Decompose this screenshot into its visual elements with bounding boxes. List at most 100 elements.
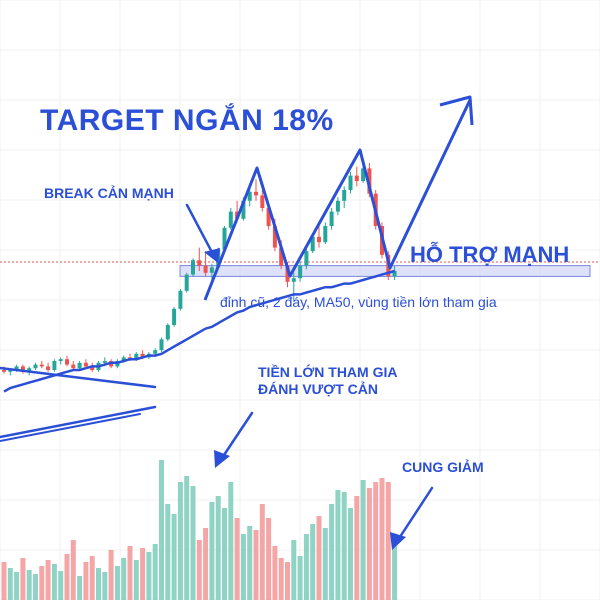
candle-body (83, 362, 88, 367)
candle-body (241, 200, 246, 219)
volume-bar (14, 572, 20, 600)
volume-bar (203, 528, 209, 600)
volume-bar (259, 504, 265, 600)
volume-bar (159, 460, 164, 600)
candle-body (20, 366, 25, 372)
candle-body (58, 359, 63, 361)
candle-body (52, 361, 57, 370)
support-reason-label: đỉnh cũ, 2 đáy, MA50, vùng tiền lớn tham… (220, 294, 497, 310)
volume-bar (133, 560, 139, 600)
candle-body (279, 247, 284, 266)
volume-bar (348, 508, 353, 600)
candle-body (247, 191, 252, 201)
candle-body (65, 359, 69, 365)
volume-bar (121, 558, 127, 600)
annotation-drawings (0, 95, 474, 550)
volume-bar (96, 568, 101, 600)
volume-bar (285, 562, 290, 600)
candle-body (354, 175, 359, 181)
volume-bar (234, 518, 240, 600)
volume-bar (102, 572, 108, 600)
volume-bar (335, 490, 341, 600)
candle-body (335, 200, 340, 212)
candle-body (342, 190, 347, 201)
candle-body (310, 236, 315, 252)
target-arrow-head (439, 95, 474, 126)
volume-bar (190, 486, 196, 600)
volume-bar (152, 544, 158, 600)
candle-body (14, 366, 19, 370)
candle-body (209, 267, 214, 273)
volume-bar (209, 502, 215, 600)
volume-bar (354, 496, 360, 600)
volume-bar (385, 482, 391, 600)
volume-bar (272, 546, 278, 600)
volume-bar (310, 524, 316, 600)
volume-bar (127, 546, 133, 600)
candle-body (304, 251, 309, 266)
volume-bar (20, 558, 26, 600)
candle-body (361, 168, 366, 181)
volume-bar (70, 540, 76, 600)
volume-bar (83, 562, 89, 600)
volume-bar (33, 574, 38, 600)
volume-bar (51, 564, 57, 600)
volume-bar (39, 566, 45, 600)
candle-body (102, 361, 107, 363)
break-resistance-label: BREAK CẢN MẠNH (44, 185, 174, 201)
candle-body (140, 353, 145, 358)
candle-body (317, 236, 321, 243)
candle-body (254, 191, 258, 196)
candle-body (272, 226, 277, 248)
candle-body (172, 308, 177, 325)
volume-bar (373, 482, 379, 600)
volume-bar (392, 534, 398, 600)
volume-bar (26, 570, 32, 600)
volume-bar (366, 488, 372, 600)
candle-body (228, 211, 233, 228)
volume-bar (165, 504, 171, 600)
candle-body (2, 370, 6, 372)
candle-body (159, 339, 164, 351)
volume-bar (177, 482, 183, 600)
candle-body (285, 265, 290, 282)
volume-bar (266, 518, 272, 600)
moving-average-layer (3, 269, 395, 393)
volume-bar (297, 556, 303, 600)
big-money-label: TIỀN LỚN THAM GIA (258, 364, 398, 380)
candle-body (77, 362, 82, 369)
break-arrow-line (185, 203, 217, 260)
volume-bar (222, 508, 227, 600)
candle-body (184, 274, 189, 291)
candle-body (27, 368, 32, 372)
volume-bar (58, 571, 64, 600)
candle-body (348, 175, 353, 190)
volume-bar (228, 482, 234, 600)
volume-bar (278, 558, 284, 600)
ma50-line (3, 269, 395, 393)
volume-bar (303, 534, 309, 600)
volume-bar (379, 478, 385, 600)
volume-bar (77, 576, 83, 600)
break-arrow-head (204, 248, 220, 263)
candle-body (178, 290, 183, 309)
volume-bar (89, 556, 95, 600)
supply-decrease-label: CUNG GIẢM (402, 459, 484, 475)
volume-bar (329, 504, 335, 600)
volume-bar (360, 480, 366, 600)
volume-bar (240, 534, 246, 600)
volume-bar (316, 516, 322, 600)
candle-body (298, 265, 303, 279)
candle-body (291, 278, 296, 282)
support-zone (179, 265, 591, 277)
target-title: TARGET NGẮN 18% (40, 104, 334, 137)
volume-bar (291, 540, 297, 600)
candle-body (329, 211, 334, 226)
volume-bar (146, 552, 152, 600)
candle-body (191, 260, 195, 275)
volume-bar (108, 550, 114, 600)
volume-bar (184, 476, 190, 600)
candle-body (323, 226, 328, 243)
